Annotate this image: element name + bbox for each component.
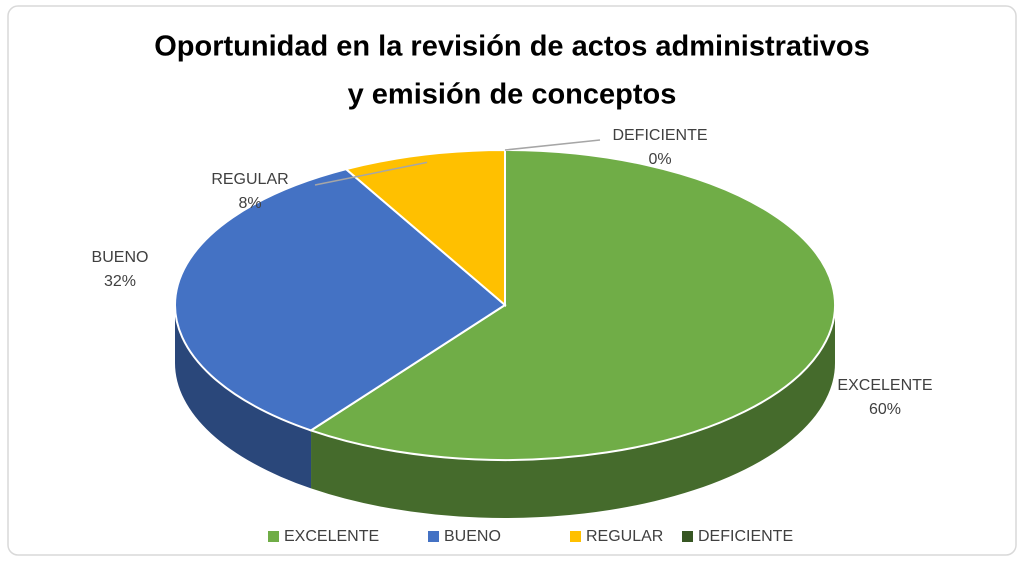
data-label-name: BUENO: [92, 249, 149, 266]
chart-title: y emisión de conceptos: [348, 79, 677, 111]
legend-swatch: [682, 531, 693, 542]
slice-side: [311, 305, 835, 518]
legend-swatch: [268, 531, 279, 542]
slice: [308, 148, 836, 461]
data-label-value: 32%: [104, 273, 136, 290]
legend-label: EXCELENTE: [284, 528, 379, 545]
legend-swatch: [570, 531, 581, 542]
data-label-value: 0%: [648, 151, 671, 168]
slice: [174, 168, 507, 432]
data-label-name: EXCELENTE: [837, 377, 932, 394]
legend-label: BUENO: [444, 528, 501, 545]
leader-line: [314, 161, 428, 186]
legend: EXCELENTE BUENO REGULAR DEFICIENTE: [268, 528, 793, 545]
data-label-name: DEFICIENTE: [612, 127, 707, 144]
data-label-name: REGULAR: [211, 171, 288, 188]
data-label-value: 8%: [238, 195, 261, 212]
chart-title: Oportunidad en la revisión de actos admi…: [154, 31, 870, 63]
pie: EXCELENTE 60% BUENO 32% REGULAR 8% DEFICIENTE 0…: [92, 127, 933, 518]
data-label-value: 60%: [869, 401, 901, 418]
leader-line: [504, 139, 601, 151]
slice: [343, 148, 506, 308]
legend-swatch: [428, 531, 439, 542]
slice-side: [175, 305, 312, 489]
legend-label: DEFICIENTE: [698, 528, 793, 545]
legend-label: REGULAR: [586, 528, 663, 545]
